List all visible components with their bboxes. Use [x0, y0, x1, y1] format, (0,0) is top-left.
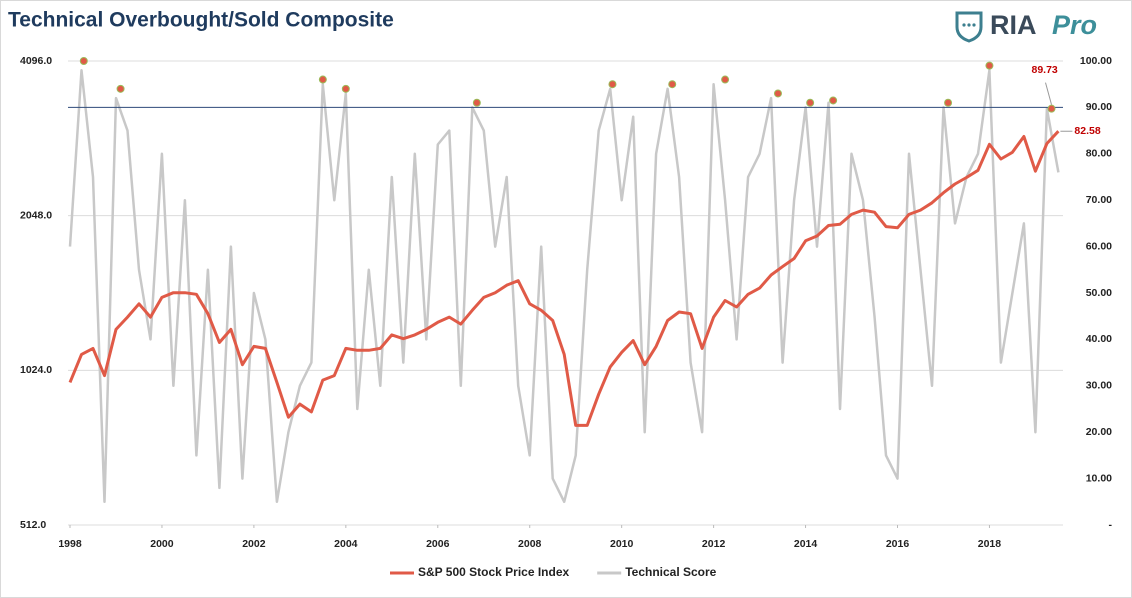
x-tick-label: 2010 — [610, 538, 634, 550]
x-tick-label: 2002 — [242, 538, 266, 550]
chart-title: Technical Overbought/Sold Composite — [8, 9, 394, 32]
y-tick-label: 4096.0 — [20, 55, 52, 67]
y2-tick-label: 60.00 — [1086, 240, 1112, 252]
y2-tick-label: 10.00 — [1086, 472, 1112, 484]
x-tick-label: 2016 — [886, 538, 910, 550]
overbought-marker — [79, 57, 88, 65]
logo-dot — [972, 23, 976, 27]
legend-label: Technical Score — [625, 565, 716, 579]
annotation: 89.73 — [1032, 64, 1058, 76]
overbought-marker — [472, 98, 481, 107]
overbought-marker — [116, 84, 125, 93]
overbought-marker — [944, 98, 953, 107]
overbought-marker — [721, 75, 730, 84]
x-tick-label: 2018 — [978, 538, 1002, 550]
x-tick-label: 1998 — [58, 538, 82, 550]
x-tick-label: 2006 — [426, 538, 450, 550]
y2-tick-label: 80.00 — [1086, 148, 1112, 160]
y2-tick-label: 40.00 — [1086, 333, 1112, 345]
y2-tick-label: - — [1109, 519, 1113, 531]
overbought-marker — [608, 80, 617, 89]
overbought-marker — [668, 80, 677, 89]
y2-tick-label: 90.00 — [1086, 101, 1112, 113]
y2-tick-label: 20.00 — [1086, 426, 1112, 438]
y2-tick-label: 30.00 — [1086, 380, 1112, 392]
logo-dot — [967, 23, 971, 27]
y-tick-label: 1024.0 — [20, 364, 52, 376]
legend-label: S&P 500 Stock Price Index — [418, 565, 570, 579]
y2-tick-label: 100.00 — [1080, 55, 1112, 67]
overbought-marker — [773, 89, 782, 98]
annotation-leader — [1045, 82, 1052, 105]
x-tick-label: 2004 — [334, 538, 358, 550]
data-line — [68, 130, 1060, 427]
y2-tick-label: 50.00 — [1086, 287, 1112, 299]
y-tick-label: 2048.0 — [20, 209, 52, 221]
logo-dot — [962, 23, 966, 27]
data-line — [68, 69, 1060, 504]
y2-tick-label: 70.00 — [1086, 194, 1112, 206]
x-tick-label: 2014 — [794, 538, 818, 550]
x-tick-label: 2012 — [702, 538, 726, 550]
logo-shield — [955, 11, 983, 43]
overbought-marker — [1047, 104, 1056, 113]
logo-suffix: Pro — [1052, 10, 1097, 40]
overbought-marker — [318, 75, 327, 84]
y-tick-label: 512.0 — [20, 519, 46, 531]
logo: RIA Pro — [955, 10, 1097, 43]
overbought-marker — [806, 98, 815, 107]
annotation: 82.58 — [1074, 125, 1100, 137]
overbought-marker — [985, 61, 994, 70]
x-tick-label: 2008 — [518, 538, 542, 550]
overbought-marker — [341, 84, 350, 93]
x-tick-label: 2000 — [150, 538, 174, 550]
logo-name: RIA — [990, 10, 1037, 40]
overbought-marker — [829, 96, 838, 105]
